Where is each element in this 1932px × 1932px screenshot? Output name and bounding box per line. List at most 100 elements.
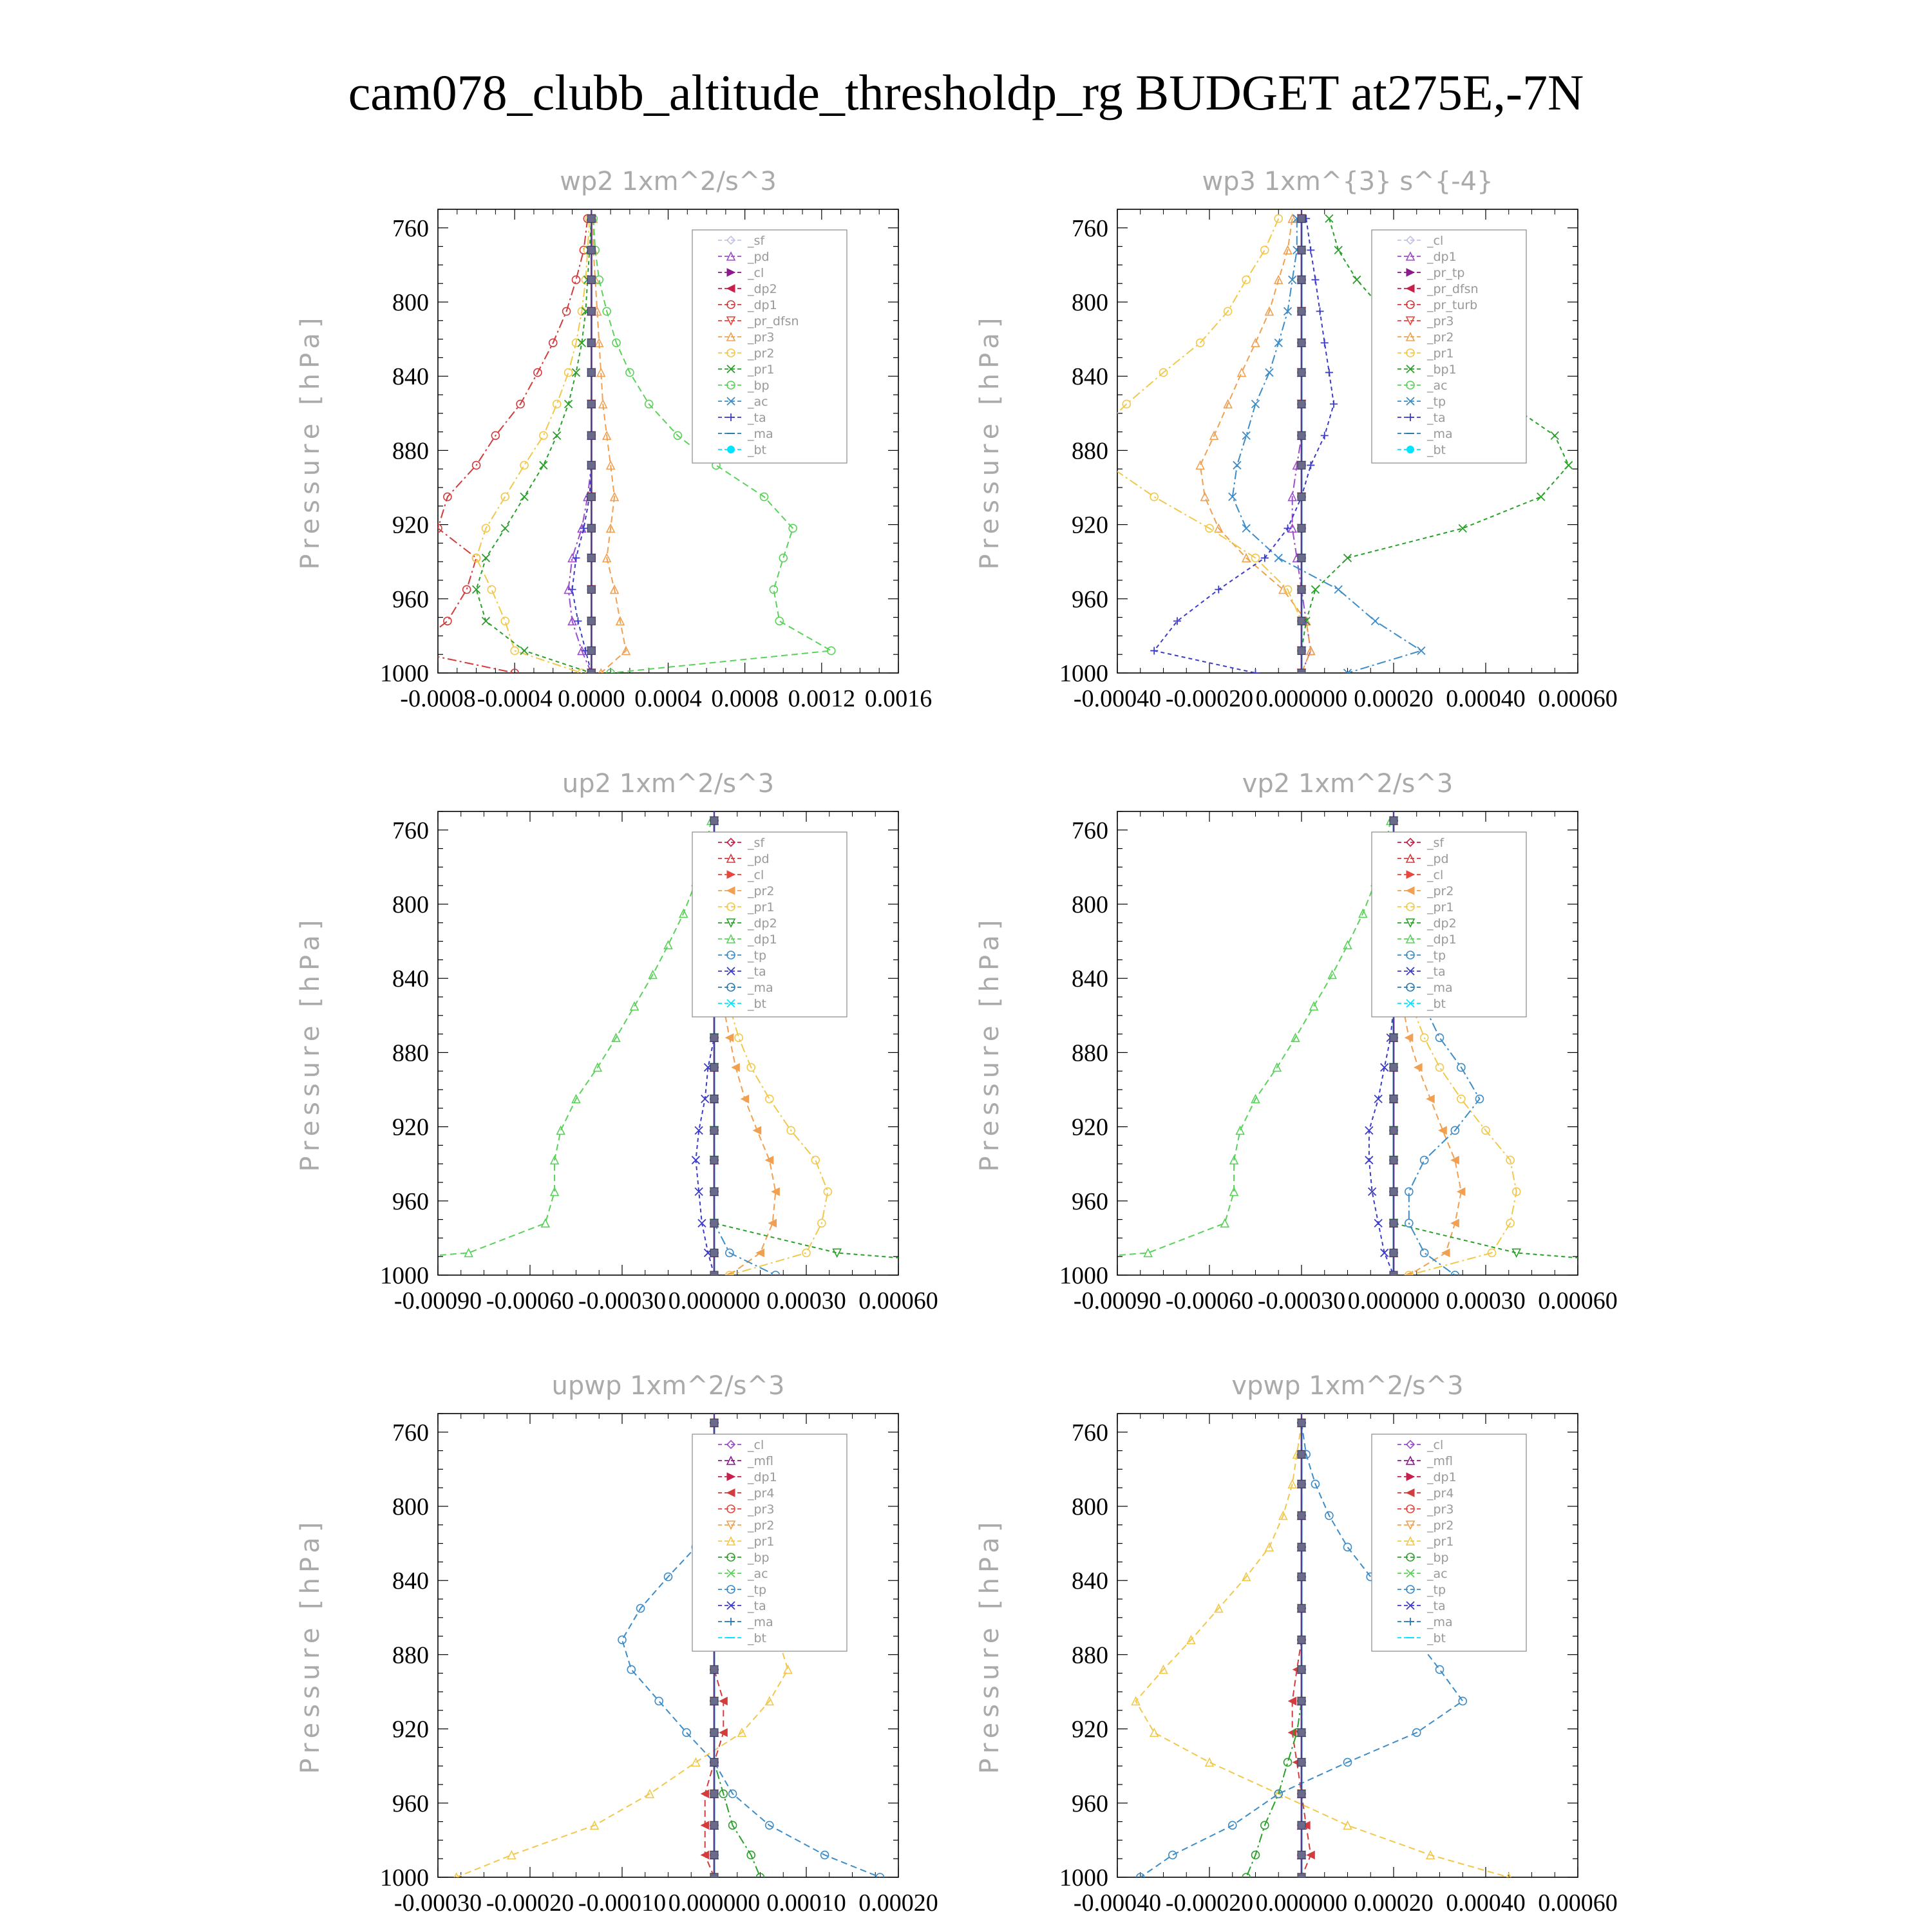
legend-marker (1406, 268, 1416, 277)
zero-marker (710, 1728, 719, 1737)
zero-marker (1389, 1094, 1398, 1103)
legend-marker (1406, 413, 1414, 421)
data-point (605, 523, 616, 533)
zero-marker (587, 338, 596, 347)
data-point (1159, 368, 1168, 377)
data-point (755, 1873, 765, 1877)
data-point (1278, 584, 1288, 594)
data-point (1435, 1033, 1444, 1043)
data-point (1365, 1155, 1374, 1165)
data-point (1343, 940, 1352, 950)
x-tick-label: -0.00040 (1074, 1889, 1161, 1917)
series-line-pr2 (1199, 218, 1312, 673)
data-point (462, 585, 471, 594)
legend-box (1371, 1434, 1527, 1652)
data-point (1343, 1820, 1352, 1830)
legend-entry: _pd (1426, 852, 1449, 866)
y-tick-label: 840 (1072, 363, 1108, 390)
x-tick-label: -0.00020 (1166, 1889, 1253, 1917)
data-point (1278, 1510, 1288, 1520)
data-point (1251, 337, 1260, 348)
data-point (700, 1850, 710, 1860)
data-point (471, 553, 481, 563)
zero-marker (587, 492, 596, 501)
data-point (826, 646, 836, 656)
data-point (1283, 245, 1293, 255)
y-tick-label: 760 (1072, 215, 1108, 242)
zero-marker (1297, 1542, 1306, 1551)
data-point (1309, 1001, 1319, 1011)
zero-marker (710, 1418, 719, 1427)
y-tick-label: 840 (392, 1567, 429, 1595)
data-point (1287, 1696, 1297, 1706)
data-point (673, 431, 683, 440)
data-point (731, 1063, 740, 1072)
legend-entry: _ma (747, 981, 773, 995)
zero-marker (1389, 1187, 1398, 1196)
y-tick-label: 920 (1072, 1114, 1108, 1141)
legend-box (1371, 831, 1527, 1018)
legend-entry: _pr1 (747, 363, 774, 377)
data-point (1241, 1571, 1251, 1582)
data-point (405, 647, 413, 654)
data-point (609, 491, 620, 502)
data-point (500, 616, 510, 626)
data-point (1320, 339, 1329, 347)
data-point (1450, 1218, 1459, 1228)
y-tick-label: 880 (1072, 1039, 1108, 1066)
data-point (609, 584, 620, 594)
legend-entry: _bt (747, 1631, 766, 1645)
zero-marker (587, 646, 596, 655)
legend-entry: _tp (747, 1583, 766, 1597)
data-point (1168, 1850, 1177, 1860)
legend-entry: _ma (1426, 981, 1453, 995)
legend-entry: _pr2 (747, 1519, 774, 1533)
data-point (1458, 1696, 1468, 1706)
data-point (1425, 1850, 1435, 1860)
data-point (1511, 1248, 1521, 1258)
y-axis-label: Pressure [hPa] (296, 1517, 325, 1774)
legend-marker (726, 235, 736, 245)
zero-marker (1297, 338, 1306, 347)
data-point (752, 1126, 762, 1135)
y-tick-label: 760 (1072, 1419, 1108, 1446)
y-tick-label: 1000 (1059, 1262, 1108, 1289)
data-point (510, 646, 519, 656)
legend-marker (726, 886, 735, 895)
data-point (1435, 1063, 1444, 1072)
legend-marker (726, 268, 736, 277)
data-point (1311, 585, 1320, 594)
series-line-ta (1368, 820, 1394, 1275)
zero-marker (710, 1126, 719, 1135)
legend-marker (1406, 870, 1416, 879)
legend-entry: _dp1 (747, 298, 777, 312)
data-point (725, 1271, 734, 1275)
legend-entry: _pr2 (1426, 330, 1454, 345)
legend-marker (1405, 235, 1416, 245)
data-point (594, 337, 604, 348)
data-point (621, 645, 631, 656)
data-point (1404, 1033, 1414, 1043)
legend-entry: _ta (1426, 1599, 1446, 1613)
data-point (740, 1094, 750, 1104)
legend-entry: _dp1 (747, 1470, 777, 1484)
legend-entry: _ac (1426, 1567, 1448, 1581)
zero-marker (1389, 1248, 1398, 1257)
legend: _cl _mfl _dp1 _pr4_pr3 _pr2 _pr1 _bp _ac _tp _ta _… (692, 1434, 848, 1652)
legend-marker (1406, 951, 1415, 960)
series-line-tp (1140, 1423, 1464, 1877)
legend-entry: _ta (1426, 965, 1446, 979)
data-point (679, 908, 688, 918)
legend-marker (1405, 1536, 1416, 1546)
data-point (701, 1094, 710, 1104)
data-point (574, 617, 582, 625)
data-point (771, 1271, 781, 1275)
data-point (568, 585, 576, 594)
legend-marker (726, 284, 735, 293)
data-point (645, 1788, 655, 1799)
data-point (1343, 1757, 1352, 1767)
legend-marker (1405, 316, 1416, 326)
legend-marker (1406, 983, 1415, 992)
legend-marker (1406, 1585, 1415, 1594)
legend-entry: _dp2 (747, 282, 777, 296)
